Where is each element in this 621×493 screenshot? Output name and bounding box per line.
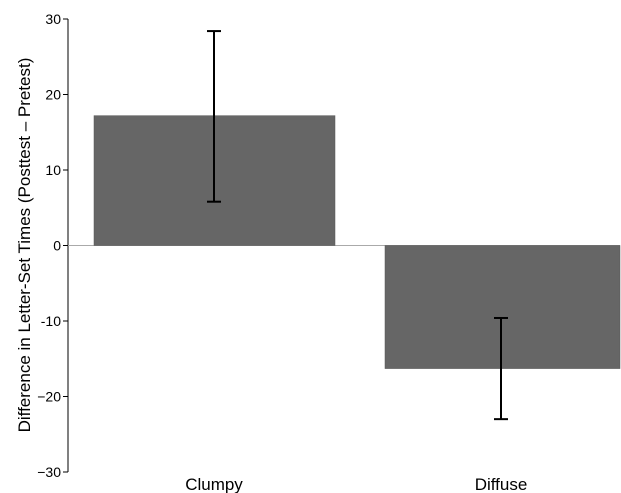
category-label: Clumpy	[185, 475, 243, 493]
y-tick-label: −30	[37, 464, 61, 480]
y-tick-label: 10	[45, 162, 61, 178]
error-bars	[207, 30, 508, 421]
y-tick-label: 0	[53, 238, 61, 254]
y-tick-label: 20	[45, 87, 61, 103]
y-axis-title: Difference in Letter-Set Times (Posttest…	[15, 58, 34, 433]
y-tick-label: -10	[41, 313, 61, 329]
category-labels: Clumpy Diffuse	[185, 475, 527, 493]
bars	[93, 115, 621, 369]
y-tick-label: 30	[45, 11, 61, 27]
y-axis: 30 20 10 0 -10 −20 −30	[37, 11, 69, 480]
bar	[384, 245, 621, 369]
y-tick-label: −20	[37, 389, 61, 405]
category-label: Diffuse	[475, 475, 528, 493]
